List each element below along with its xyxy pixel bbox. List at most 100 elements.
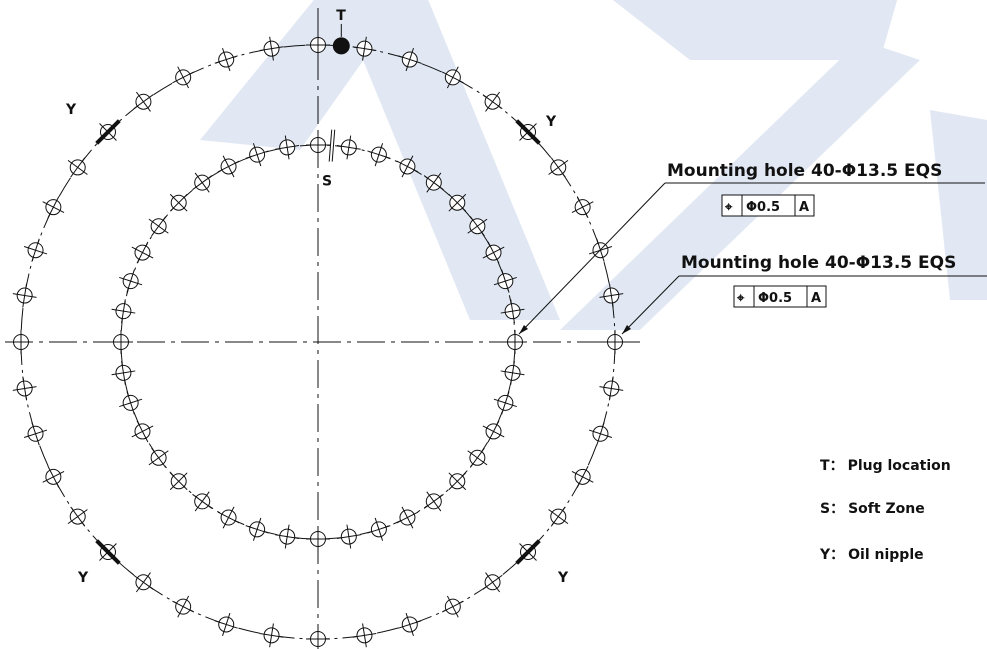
watermark-logo <box>200 0 987 330</box>
oil-nipple-label: Y <box>77 570 89 586</box>
mounting-hole <box>148 447 169 468</box>
callout-outer-mounting-hole: Mounting hole 40-Φ13.5 EQS ⌖ Φ0.5 A <box>621 253 987 335</box>
fcf-tolerance: Φ0.5 <box>758 291 792 306</box>
oil-nipple-label: Y <box>65 102 77 118</box>
mounting-hole <box>571 465 594 488</box>
callout-text: Mounting hole 40-Φ13.5 EQS <box>667 161 942 181</box>
hole-radial-line <box>346 135 352 160</box>
mounting-hole <box>367 143 391 167</box>
mounting-hole <box>217 506 240 529</box>
hole-radial-line <box>148 450 169 466</box>
oil-nipple-label: Y <box>545 114 557 130</box>
callout-text: Mounting hole 40-Φ13.5 EQS <box>681 253 956 273</box>
mounting-hole <box>275 135 300 160</box>
mounting-hole <box>23 422 48 446</box>
hole-radial-line <box>426 172 442 193</box>
fcf-frame <box>733 285 827 308</box>
hole-radial-line <box>548 159 569 175</box>
position-symbol-icon: ⌖ <box>736 291 745 306</box>
hole-radial-line <box>119 398 143 408</box>
mounting-hole <box>548 157 569 178</box>
mounting-hole <box>398 612 422 637</box>
mounting-hole <box>9 330 33 354</box>
soft-zone-label: S <box>322 174 332 190</box>
mounting-hole <box>259 36 284 61</box>
position-symbol-icon: ⌖ <box>724 200 733 215</box>
mounting-hole <box>67 506 88 527</box>
hole-radial-line <box>374 143 384 167</box>
callout-arrow-icon <box>622 325 631 334</box>
hole-radial-line <box>148 218 169 234</box>
hole-radial-line <box>405 612 414 637</box>
mounting-hole <box>423 491 444 512</box>
mounting-hole <box>588 422 613 446</box>
hole-radial-line <box>284 135 290 160</box>
hole-radial-line <box>67 159 88 175</box>
hole-radial-line <box>222 506 235 529</box>
oil-nipple-marker <box>95 119 121 145</box>
hole-radial-line <box>119 276 143 286</box>
hole-radial-line <box>401 506 414 529</box>
mounting-hole <box>217 155 240 178</box>
feature-control-frame: ⌖ Φ0.5 A <box>733 285 827 308</box>
hole-radial-line <box>12 293 37 298</box>
plug-location-marker <box>332 37 350 55</box>
hole-radial-line <box>599 386 624 391</box>
inner-bolt-circle <box>109 133 527 551</box>
hole-radial-line <box>194 172 210 193</box>
hole-radial-line <box>362 36 367 61</box>
mounting-hole <box>493 269 517 293</box>
fcf-frame <box>721 194 815 217</box>
callout-leader <box>518 182 666 335</box>
mounting-hole <box>192 491 213 512</box>
hole-radial-line <box>500 370 525 376</box>
mounting-hole <box>441 595 464 618</box>
mounting-hole <box>352 623 377 648</box>
hole-radial-line <box>500 308 525 314</box>
mounting-hole <box>467 447 488 468</box>
hole-radial-line <box>482 425 505 438</box>
hole-radial-line <box>252 143 262 167</box>
mounting-hole <box>482 91 503 112</box>
legend: T： Plug location S： Soft Zone Y： Oil nipple <box>819 458 951 563</box>
mounting-hole <box>306 33 330 57</box>
mounting-hole <box>467 216 488 237</box>
mounting-hole <box>396 506 419 529</box>
mounting-hole <box>448 193 467 212</box>
callout-arrow-icon <box>519 325 528 334</box>
hole-radial-line <box>111 370 136 376</box>
mounting-hole <box>599 376 624 401</box>
hole-radial-line <box>588 429 613 438</box>
hole-radial-line <box>135 572 151 593</box>
plug-label: T <box>336 8 346 24</box>
hole-radial-line <box>177 66 190 89</box>
mounting-hole <box>571 196 594 219</box>
hole-radial-line <box>405 47 414 72</box>
legend-item-soft-zone: S： Soft Zone <box>820 501 925 517</box>
mounting-hole <box>109 330 133 354</box>
mounting-hole <box>131 241 154 264</box>
mounting-hole <box>548 506 569 527</box>
mounting-hole <box>396 155 419 178</box>
mounting-hole <box>214 612 238 637</box>
mounting-hole <box>131 420 154 443</box>
hole-radial-line <box>284 524 290 549</box>
hole-radial-line <box>169 193 188 212</box>
mounting-hole <box>192 172 213 193</box>
outer-bolt-circle <box>9 33 627 649</box>
legend-item-plug: T： Plug location <box>820 458 951 474</box>
mounting-hole <box>423 172 444 193</box>
hole-radial-line <box>269 36 274 61</box>
hole-radial-line <box>42 201 65 214</box>
mounting-hole <box>169 193 188 212</box>
hole-radial-line <box>269 623 274 648</box>
oil-nipple-marker <box>95 539 121 565</box>
soft-zone-tick <box>331 129 336 162</box>
hole-radial-line <box>194 491 210 512</box>
mounting-hole <box>500 299 525 324</box>
legend-item-oil-nipple: Y： Oil nipple <box>819 547 924 563</box>
hole-radial-line <box>42 470 65 483</box>
hole-radial-line <box>131 246 154 259</box>
mounting-hole <box>111 360 136 385</box>
